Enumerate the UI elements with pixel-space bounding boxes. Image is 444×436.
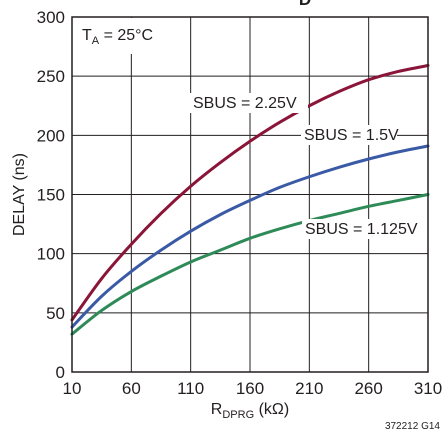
y-tick-label: 100	[37, 245, 65, 264]
x-tick-label: 160	[236, 379, 264, 398]
series-line	[70, 64, 430, 322]
series-label-bg	[301, 125, 397, 145]
series-lines	[70, 64, 430, 336]
annotation-mask	[73, 18, 173, 54]
y-tick-labels: 0 50 100 150 200 250 300	[37, 8, 65, 382]
plot-frame	[71, 16, 429, 373]
y-tick-label: 250	[37, 67, 65, 86]
x-tick-label: 210	[295, 379, 323, 398]
x-tick-label: 60	[122, 379, 141, 398]
x-tick-label: 310	[414, 379, 442, 398]
series-label: SBUS = 1.125V	[305, 221, 418, 238]
series-label-bg	[190, 93, 308, 113]
temperature-annotation: TA = 25°C	[82, 27, 153, 47]
series-label-bg	[302, 219, 418, 239]
y-tick-label: 0	[56, 363, 65, 382]
y-tick-label: 200	[37, 126, 65, 145]
series-labels: SBUS = 2.25V SBUS = 1.5V SBUS = 1.125V	[190, 93, 418, 239]
grid	[71, 16, 429, 373]
series-line	[70, 193, 430, 336]
y-tick-label: 300	[37, 8, 65, 27]
x-tick-label: 260	[354, 379, 382, 398]
y-tick-label: 50	[46, 304, 65, 323]
series-label: SBUS = 1.5V	[304, 127, 399, 144]
series-line	[70, 144, 430, 329]
series-label: SBUS = 2.25V	[193, 95, 297, 112]
x-axis-title: RDPRG (kΩ)	[211, 401, 289, 421]
y-tick-label: 150	[37, 186, 65, 205]
x-tick-label: 110	[177, 379, 204, 398]
y-axis-title: DELAY (ns)	[11, 153, 28, 236]
figure-id: 372212 G14	[385, 421, 440, 432]
chart-title-partial: D	[299, 0, 311, 9]
x-tick-label: 10	[63, 379, 82, 398]
x-tick-labels: 10 60 110 160 210 260 310	[63, 379, 443, 398]
